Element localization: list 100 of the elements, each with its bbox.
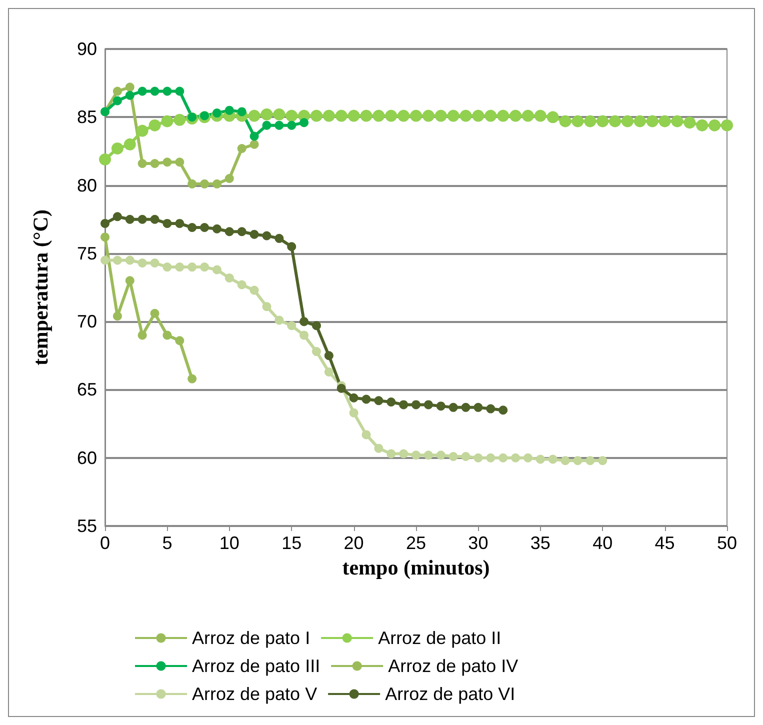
x-tick-label: 5	[162, 533, 172, 553]
point	[162, 218, 172, 228]
point	[175, 262, 184, 272]
point	[112, 312, 122, 321]
point	[138, 86, 147, 96]
point	[484, 110, 497, 122]
point	[200, 179, 210, 188]
point	[99, 153, 111, 166]
point	[349, 408, 358, 418]
point	[237, 280, 246, 290]
point	[474, 453, 483, 462]
point	[684, 116, 696, 129]
x-tick-label: 40	[592, 533, 613, 553]
point	[287, 242, 296, 252]
point	[150, 214, 160, 224]
point	[262, 231, 272, 240]
point	[586, 456, 595, 466]
point	[510, 110, 522, 122]
x-tick-label: 45	[654, 533, 675, 553]
point	[474, 402, 483, 412]
point	[472, 110, 484, 122]
point	[260, 108, 273, 120]
x-tick-label: 10	[219, 533, 240, 553]
point	[310, 110, 322, 122]
point	[100, 218, 110, 228]
point	[448, 452, 458, 461]
point	[312, 321, 321, 330]
point	[262, 120, 272, 130]
point	[287, 321, 296, 330]
point	[412, 450, 420, 460]
point	[125, 90, 134, 100]
point	[300, 330, 309, 340]
point	[721, 119, 733, 132]
point	[362, 430, 371, 440]
point	[447, 110, 460, 122]
legend-label: Arroz de pato III	[192, 656, 320, 676]
point	[200, 262, 210, 272]
point	[511, 453, 520, 462]
point	[200, 223, 210, 232]
point	[322, 110, 335, 122]
point	[212, 108, 222, 118]
x-axis-title: tempo (minutos)	[342, 555, 490, 580]
point	[250, 286, 259, 295]
legend-label: Arroz de pato IV	[388, 656, 518, 676]
point	[584, 115, 596, 128]
point	[150, 258, 160, 268]
point	[188, 223, 197, 232]
point	[497, 110, 510, 122]
point	[112, 256, 122, 265]
point	[112, 86, 122, 96]
point	[560, 456, 570, 466]
point	[448, 402, 458, 412]
point	[188, 262, 197, 272]
point	[399, 449, 408, 458]
point	[162, 86, 172, 96]
point	[100, 256, 110, 265]
point	[486, 404, 496, 414]
point	[324, 351, 334, 360]
point	[609, 115, 622, 128]
point	[708, 119, 721, 132]
x-tick-label: 25	[406, 533, 426, 553]
point	[559, 115, 572, 128]
legend-label: Arroz de pato II	[378, 628, 502, 648]
point	[410, 110, 422, 122]
point	[335, 110, 348, 122]
point	[161, 115, 174, 128]
point	[136, 124, 148, 137]
point	[360, 110, 372, 122]
point	[237, 144, 246, 153]
point	[138, 258, 147, 268]
point	[621, 115, 634, 128]
point	[374, 396, 384, 406]
point	[460, 110, 472, 122]
x-tick-label: 20	[344, 533, 364, 553]
point	[300, 118, 309, 128]
x-tick-label: 30	[468, 533, 488, 553]
point	[386, 449, 396, 458]
point	[498, 453, 508, 462]
point	[100, 232, 110, 242]
point	[336, 384, 346, 393]
point	[150, 86, 160, 96]
point	[175, 218, 184, 228]
point	[250, 140, 259, 149]
point	[162, 330, 172, 340]
y-tick-label: 80	[76, 175, 97, 196]
point	[125, 256, 134, 265]
point	[399, 400, 408, 410]
point	[598, 456, 608, 466]
point	[148, 119, 161, 132]
legend-label: Arroz de pato I	[192, 628, 310, 648]
point	[237, 107, 246, 116]
point	[536, 454, 545, 464]
x-tick-label: 15	[282, 533, 302, 553]
point	[374, 444, 384, 453]
point	[125, 82, 134, 92]
point	[188, 179, 197, 188]
point	[422, 110, 434, 122]
x-tick-label: 35	[530, 533, 550, 553]
point	[646, 115, 658, 128]
point	[175, 86, 184, 96]
